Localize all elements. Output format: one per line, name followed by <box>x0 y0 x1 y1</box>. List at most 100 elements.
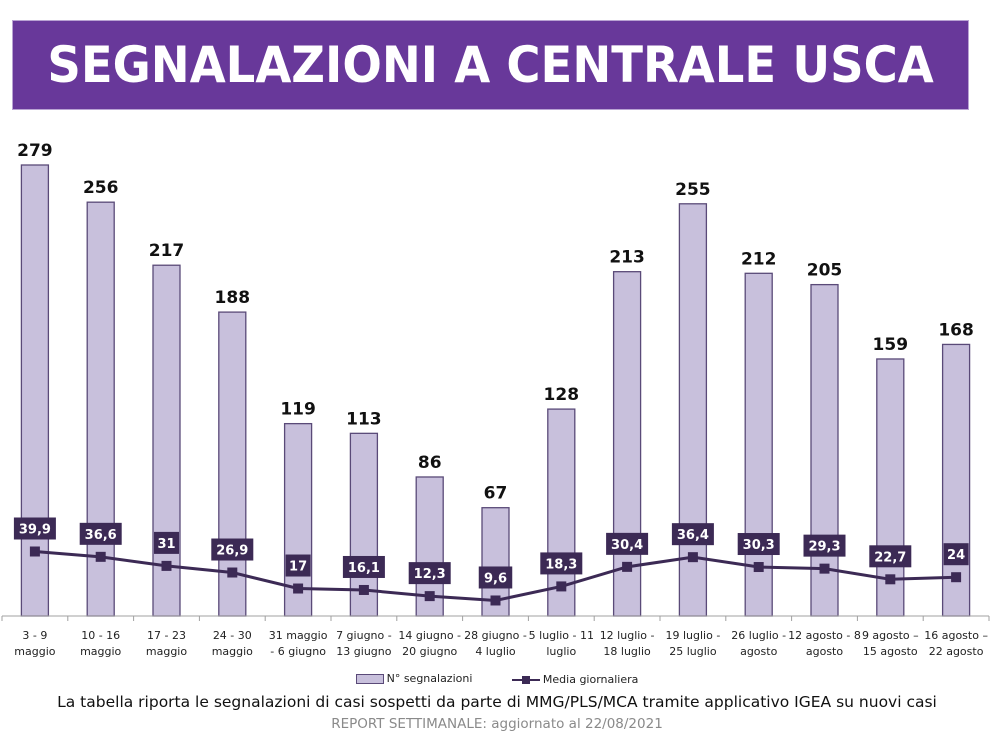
x-tick-label: 12 luglio - <box>600 629 655 642</box>
x-tick-label: 13 giugno <box>336 645 391 658</box>
x-tick-label: 28 giugno - <box>464 629 527 642</box>
bar-value-label: 255 <box>675 180 711 200</box>
line-value-label: 29,3 <box>808 540 840 555</box>
x-tick-label: maggio <box>212 645 253 658</box>
line-marker <box>227 567 238 578</box>
x-tick-label: 4 luglio <box>475 645 516 658</box>
x-tick-label: 7 giugno - <box>336 629 392 642</box>
bar <box>349 432 379 617</box>
bar-value-label: 119 <box>280 400 316 420</box>
line-value-label-box <box>540 552 583 575</box>
line-value-label: 24 <box>947 548 965 563</box>
bar-value-label: 205 <box>807 261 843 281</box>
line-marker <box>490 595 501 606</box>
x-tick-label: 20 giugno <box>402 645 457 658</box>
x-tick-label: maggio <box>80 645 121 658</box>
bar-value-label: 159 <box>873 335 909 355</box>
bar-value-label: 188 <box>215 288 251 308</box>
category-labels: 3 - 9 maggio 10 - 16 maggio 17 - 23 maggio 24 … <box>14 629 988 658</box>
line-marker <box>424 591 435 602</box>
report-date: REPORT SETTIMANALE: aggiornato al 22/08/… <box>331 716 663 732</box>
line-value-label-box <box>737 533 780 556</box>
bar-value-label: 256 <box>83 178 119 198</box>
line-value-label: 31 <box>157 537 175 552</box>
legend-line-swatch <box>511 675 540 684</box>
bar <box>876 358 905 617</box>
chart: 279 256 217 188 119 113 86 67 128 213 255 212 205 159… <box>1 141 990 658</box>
line-value-label-box <box>408 562 451 585</box>
line-marker <box>358 584 369 595</box>
x-tick-label: 19 luglio - <box>665 629 720 642</box>
legend-line-label: Media giornaliera <box>542 673 639 686</box>
line-value-label-box <box>79 522 122 545</box>
line-value-label: 16,1 <box>348 561 380 576</box>
page-title: SEGNALAZIONI A CENTRALE USCA <box>47 36 934 94</box>
line-value-label: 22,7 <box>874 550 906 565</box>
line-value-label: 36,6 <box>85 528 117 543</box>
title-banner: SEGNALAZIONI A CENTRALE USCA <box>12 20 969 110</box>
x-tick-label: maggio <box>14 645 55 658</box>
line-series: 39,9 36,6 31 26,9 17 16,1 12,3 9,6 18,3 30,4 36,4 3… <box>13 517 969 606</box>
x-tick-label: 25 luglio <box>669 645 717 658</box>
line-marker <box>819 563 830 574</box>
line-value-label-box <box>671 523 714 546</box>
line-value-label-box <box>606 532 649 555</box>
x-tick-label: 3 - 9 <box>22 629 47 642</box>
x-tick-label: 24 - 30 <box>213 629 252 642</box>
line-value-label-box <box>869 545 912 568</box>
x-tick-label: 12 agosto - 8 <box>788 629 861 642</box>
line-value-label-box <box>342 555 385 578</box>
legend-bar-label: N° segnalazioni <box>386 672 473 685</box>
line-value-label: 9,6 <box>484 571 507 586</box>
bar-value-label: 213 <box>609 248 645 268</box>
line-value-label: 17 <box>289 560 307 575</box>
line-value-label-box <box>803 534 846 557</box>
line-value-label: 18,3 <box>545 557 577 572</box>
x-tick-label: 14 giugno - <box>398 629 461 642</box>
x-tick-label: 5 luglio - 11 <box>529 629 594 642</box>
bar-value-label: 168 <box>938 320 974 340</box>
line-marker <box>556 581 567 592</box>
legend-item-bars: N° segnalazioni <box>355 672 473 685</box>
x-tick-label: agosto <box>806 645 843 658</box>
bar-value-label: 212 <box>741 249 777 269</box>
line-value-label: 30,3 <box>743 538 775 553</box>
line-value-label-box <box>285 554 311 577</box>
x-tick-label: 22 agosto <box>929 645 984 658</box>
x-tick-label: 9 agosto – <box>862 629 919 642</box>
line-marker <box>753 562 764 573</box>
line-marker <box>95 551 106 562</box>
line-marker <box>29 546 40 557</box>
line-value-label: 39,9 <box>19 523 51 538</box>
bar <box>612 271 642 617</box>
line-marker <box>951 572 962 583</box>
bar-value-label: 67 <box>484 484 508 504</box>
bar <box>20 164 50 617</box>
bar-value-label: 217 <box>149 241 185 261</box>
bar-value-label: 113 <box>346 409 382 429</box>
x-tick-label: 31 maggio <box>269 629 328 642</box>
bar <box>941 343 971 617</box>
line-value-label: 36,4 <box>677 528 709 543</box>
x-tick-label: luglio <box>546 645 576 658</box>
line-value-label-box <box>13 517 56 540</box>
line-marker <box>885 574 896 585</box>
x-tick-label: 26 luglio - <box>731 629 786 642</box>
line-marker <box>293 583 304 594</box>
bar-value-label: 86 <box>418 453 442 473</box>
bar <box>810 283 839 617</box>
line-value-label-box <box>211 538 254 561</box>
x-tick-label: - 6 giugno <box>270 645 326 658</box>
legend-bar-swatch <box>355 673 384 684</box>
x-axis <box>1 615 990 621</box>
x-tick-label: agosto <box>740 645 777 658</box>
x-tick-label: 15 agosto <box>863 645 918 658</box>
legend-item-line: Media giornaliera <box>511 673 639 686</box>
line-value-label: 12,3 <box>414 567 446 582</box>
x-tick-label: 10 - 16 <box>81 629 120 642</box>
line-marker <box>687 552 698 563</box>
line-marker <box>622 561 633 572</box>
line-value-label: 26,9 <box>216 544 248 559</box>
legend: N° segnalazioni Media giornaliera <box>0 672 994 687</box>
bar-value-label: 128 <box>544 385 580 405</box>
